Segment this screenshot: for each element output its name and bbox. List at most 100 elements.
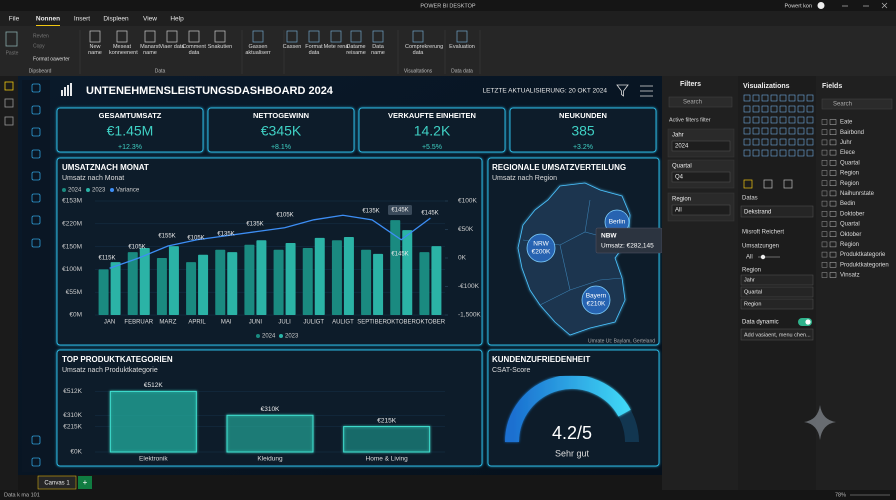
add-page-label[interactable]: + [83, 478, 88, 487]
viz-icon[interactable] [779, 127, 787, 135]
ribbon-button[interactable]: Cassen [282, 44, 302, 50]
viz-icon[interactable] [779, 138, 787, 146]
viz-icon[interactable] [797, 138, 805, 146]
page-tab[interactable] [37, 475, 77, 490]
viz-icon[interactable] [761, 149, 769, 157]
viz-icon[interactable] [797, 105, 805, 113]
viz-icon[interactable] [788, 116, 796, 124]
field-checkbox[interactable] [821, 200, 828, 207]
field-checkbox[interactable] [821, 139, 828, 146]
field-item[interactable]: Produktkategorien [840, 262, 889, 268]
nav-icon[interactable] [4, 81, 14, 91]
viz-icon[interactable] [788, 94, 796, 102]
viz-icon[interactable] [761, 105, 769, 113]
pane-tab[interactable] [783, 179, 793, 189]
menu-item[interactable]: Nonnen [36, 16, 60, 23]
menu-item[interactable]: Help [170, 16, 184, 23]
field-checkbox[interactable] [821, 160, 828, 166]
viz-icon[interactable] [743, 138, 751, 146]
menu-item[interactable]: Displeen [103, 16, 129, 23]
settings-icon[interactable] [640, 85, 653, 97]
window-control[interactable] [881, 2, 888, 9]
field-item[interactable]: Region [840, 181, 859, 187]
field-checkbox[interactable] [821, 119, 828, 125]
dashboard-nav-icon[interactable] [31, 215, 41, 225]
dashboard-nav-icon[interactable] [31, 238, 41, 248]
field-item[interactable]: Doktober [840, 211, 864, 217]
viz-icon[interactable] [770, 94, 778, 102]
viz-icon[interactable] [797, 127, 805, 135]
field-item[interactable]: Bairbond [840, 130, 864, 136]
field-item[interactable]: Region [840, 171, 859, 177]
ribbon-button[interactable]: Viaer data [159, 44, 185, 50]
viz-icon[interactable] [752, 116, 760, 124]
viz-icon[interactable] [806, 149, 814, 157]
viz-icon[interactable] [761, 127, 769, 135]
field-item[interactable]: Oktober [840, 232, 861, 238]
viz-icon[interactable] [752, 149, 760, 157]
field-item[interactable]: Bedin [840, 201, 855, 207]
search-box[interactable] [668, 96, 733, 108]
ribbon-button[interactable]: Datame reisame [346, 44, 366, 56]
menu-item[interactable]: File [9, 16, 20, 23]
dropdown[interactable] [740, 205, 814, 218]
search-box[interactable] [821, 98, 893, 110]
ribbon-button[interactable]: Snakutien [207, 44, 233, 50]
dashboard-nav-icon[interactable] [31, 105, 41, 115]
field-checkbox[interactable] [821, 170, 828, 176]
field-item[interactable]: Vinsatz [840, 273, 860, 279]
dashboard-nav-icon[interactable] [31, 193, 41, 203]
viz-icon[interactable] [788, 127, 796, 135]
viz-icon[interactable] [779, 105, 787, 113]
dashboard-nav-icon[interactable] [31, 127, 41, 137]
map-bubble[interactable] [526, 233, 556, 263]
viz-icon[interactable] [779, 149, 787, 157]
menu-item[interactable]: View [143, 16, 157, 23]
viz-icon[interactable] [797, 116, 805, 124]
viz-icon[interactable] [806, 127, 814, 135]
filter-icon[interactable] [616, 84, 629, 97]
ribbon-button[interactable]: Format oawerter [33, 56, 70, 62]
viz-icon[interactable] [761, 138, 769, 146]
field-checkbox[interactable] [821, 272, 828, 278]
nav-icon[interactable] [4, 116, 14, 126]
viz-icon[interactable] [797, 94, 805, 102]
viz-icon[interactable] [770, 149, 778, 157]
viz-icon[interactable] [752, 94, 760, 102]
field-item[interactable]: Juhr [840, 140, 852, 146]
page-tab-label[interactable]: Canvas 1 [44, 481, 70, 487]
ribbon-button[interactable]: Gassen aktualiserr [245, 44, 271, 56]
ribbon-button[interactable]: Comprekrerung data [405, 44, 444, 56]
ribbon-button[interactable]: Format data [305, 44, 323, 56]
slider-knob[interactable] [760, 254, 766, 260]
field-item[interactable]: Naihunrstate [840, 191, 875, 197]
filter-dropdown[interactable] [671, 171, 731, 183]
dashboard-nav-icon[interactable] [31, 435, 41, 445]
field-checkbox[interactable] [821, 262, 828, 268]
field-checkbox[interactable] [821, 241, 828, 248]
pane-tab[interactable] [743, 179, 753, 189]
paste-icon[interactable] [5, 31, 18, 47]
map-bubble[interactable] [581, 285, 611, 315]
filter-dropdown[interactable] [671, 204, 731, 216]
field-checkbox[interactable] [821, 231, 828, 237]
viz-icon[interactable] [752, 127, 760, 135]
viz-icon[interactable] [743, 116, 751, 124]
dashboard-nav-icon[interactable] [31, 171, 41, 181]
field-item[interactable]: Quartal [840, 222, 860, 228]
viz-icon[interactable] [797, 149, 805, 157]
viz-icon[interactable] [806, 105, 814, 113]
viz-icon[interactable] [752, 105, 760, 113]
field-well[interactable] [740, 274, 814, 286]
filter-dropdown[interactable] [671, 140, 731, 152]
dashboard-nav-icon[interactable] [31, 457, 41, 467]
viz-icon[interactable] [743, 149, 751, 157]
viz-icon[interactable] [806, 116, 814, 124]
menu-item[interactable]: Insert [74, 16, 90, 23]
field-checkbox[interactable] [821, 211, 828, 217]
dashboard-nav-icon[interactable] [31, 83, 41, 93]
ribbon-button[interactable]: Manarst name [140, 44, 160, 56]
field-item[interactable]: Elece [840, 150, 856, 156]
field-checkbox[interactable] [821, 221, 828, 227]
ribbon-button[interactable]: New name [88, 44, 102, 56]
